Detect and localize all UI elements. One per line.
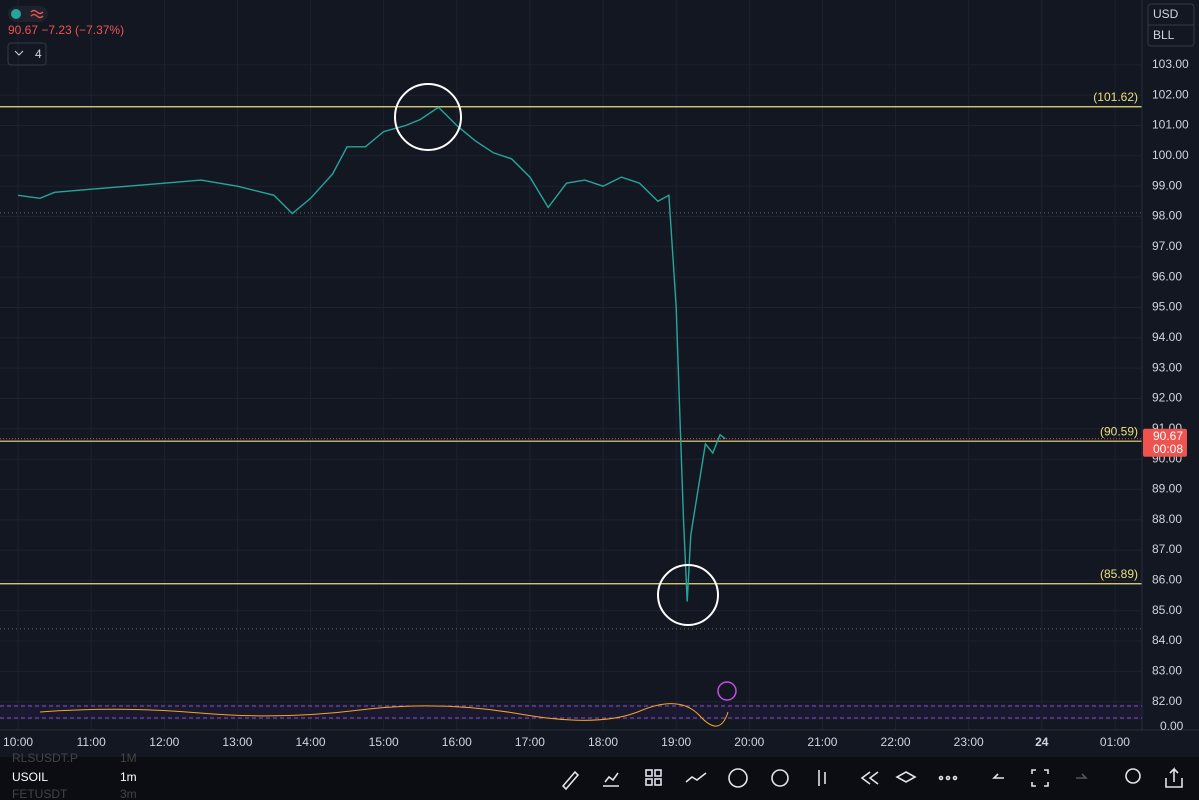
y-tick-label: 101.00 xyxy=(1152,118,1189,132)
watch-interval: 1M xyxy=(120,751,137,765)
y-tick-label: 98.00 xyxy=(1152,209,1182,223)
chart-type-button[interactable] xyxy=(818,770,826,786)
price-line xyxy=(18,106,726,602)
y-tick-label: 95.00 xyxy=(1152,300,1182,314)
x-tick-label: 14:00 xyxy=(296,735,326,749)
x-tick-label: 16:00 xyxy=(442,735,472,749)
watch-symbol: RLSUSDT.P xyxy=(12,751,78,765)
interval[interactable]: 1m xyxy=(120,770,137,784)
x-tick-label: 13:00 xyxy=(222,735,252,749)
y-tick-label: 102.00 xyxy=(1152,87,1189,101)
quote: 90.67 −7.23 (−7.37%) xyxy=(8,23,124,37)
y-tick-label: 83.00 xyxy=(1152,664,1182,678)
y-tick-label: 93.00 xyxy=(1152,360,1182,374)
x-tick-label: 18:00 xyxy=(588,735,618,749)
fullscreen-button[interactable] xyxy=(1031,769,1049,787)
x-tick-label: 01:00 xyxy=(1100,735,1130,749)
highlight-circle xyxy=(394,83,462,151)
x-tick-label: 15:00 xyxy=(369,735,399,749)
indicator-line xyxy=(39,703,729,727)
x-tick-label: 20:00 xyxy=(734,735,764,749)
y-tick-label: 92.00 xyxy=(1152,391,1182,405)
more-button[interactable] xyxy=(952,775,958,781)
x-tick-label: 22:00 xyxy=(881,735,911,749)
x-tick-label: 21:00 xyxy=(807,735,837,749)
more-button[interactable] xyxy=(938,775,944,781)
unit: BLL xyxy=(1153,28,1175,42)
price-axis xyxy=(1142,0,1199,757)
ideas-button[interactable] xyxy=(1125,768,1141,784)
status-dot xyxy=(11,9,21,19)
undo-button[interactable] xyxy=(992,773,1004,779)
indicators-toggle[interactable] xyxy=(7,42,47,66)
indicators-button[interactable] xyxy=(603,772,619,787)
y-tick-label: 100.00 xyxy=(1152,148,1189,162)
y-tick-label: 87.00 xyxy=(1152,542,1182,556)
x-tick-label: 19:00 xyxy=(661,735,691,749)
toolbar xyxy=(0,757,1199,800)
symbol[interactable]: USOIL xyxy=(12,770,48,784)
layout-button[interactable] xyxy=(654,769,662,777)
x-tick-label: 17:00 xyxy=(515,735,545,749)
y-tick-label: 85.00 xyxy=(1152,603,1182,617)
x-tick-label: 24 xyxy=(1035,735,1049,749)
currency: USD xyxy=(1153,7,1179,21)
replay-button[interactable] xyxy=(860,771,879,785)
y-tick-label: 94.00 xyxy=(1152,330,1182,344)
price-tag xyxy=(1143,428,1187,457)
price-tag-countdown: 00:08 xyxy=(1153,442,1183,456)
share-button[interactable] xyxy=(1165,767,1183,788)
layout-button[interactable] xyxy=(645,769,653,777)
plot: (101.62) (90.59) (85.89) xyxy=(0,90,1142,630)
compare-button[interactable] xyxy=(685,772,707,783)
x-tick-label: 10:00 xyxy=(3,735,33,749)
level-label: (90.59) xyxy=(1100,424,1138,438)
indicator-tick: 0.00 xyxy=(1160,719,1184,733)
x-tick-label: 12:00 xyxy=(149,735,179,749)
watch-interval: 3m xyxy=(120,787,137,800)
x-tick-label: 23:00 xyxy=(954,735,984,749)
y-tick-label: 82.00 xyxy=(1152,694,1182,708)
status-icon xyxy=(30,9,44,19)
toolbar-icons xyxy=(561,767,1183,791)
add-button[interactable] xyxy=(728,768,748,788)
y-tick-label: 99.00 xyxy=(1152,178,1182,192)
level-label: (85.89) xyxy=(1100,567,1138,581)
more-button[interactable] xyxy=(945,775,951,781)
y-tick-label: 103.00 xyxy=(1152,57,1189,71)
price-tag-value: 90.67 xyxy=(1153,429,1183,443)
level-label: (101.62) xyxy=(1093,90,1138,104)
layout-button[interactable] xyxy=(654,778,662,786)
highlight-circle xyxy=(657,564,719,626)
y-tick-label: 96.00 xyxy=(1152,269,1182,283)
draw-tool[interactable] xyxy=(561,770,580,791)
y-tick-label: 84.00 xyxy=(1152,633,1182,647)
y-tick-label: 88.00 xyxy=(1152,512,1182,526)
layers-button[interactable] xyxy=(895,771,917,783)
y-tick-label: 89.00 xyxy=(1152,482,1182,496)
y-tick-label: 97.00 xyxy=(1152,239,1182,253)
redo-button[interactable] xyxy=(1076,773,1088,779)
alert-button[interactable] xyxy=(771,769,789,787)
chevron xyxy=(14,50,24,56)
event-icon[interactable] xyxy=(717,681,737,701)
x-tick-label: 11:00 xyxy=(77,735,106,749)
layout-button[interactable] xyxy=(645,778,653,786)
y-tick-label: 86.00 xyxy=(1152,573,1182,587)
watch-symbol: FETUSDT xyxy=(12,787,68,800)
indicator-count: 4 xyxy=(35,47,42,61)
grid xyxy=(0,0,1142,730)
